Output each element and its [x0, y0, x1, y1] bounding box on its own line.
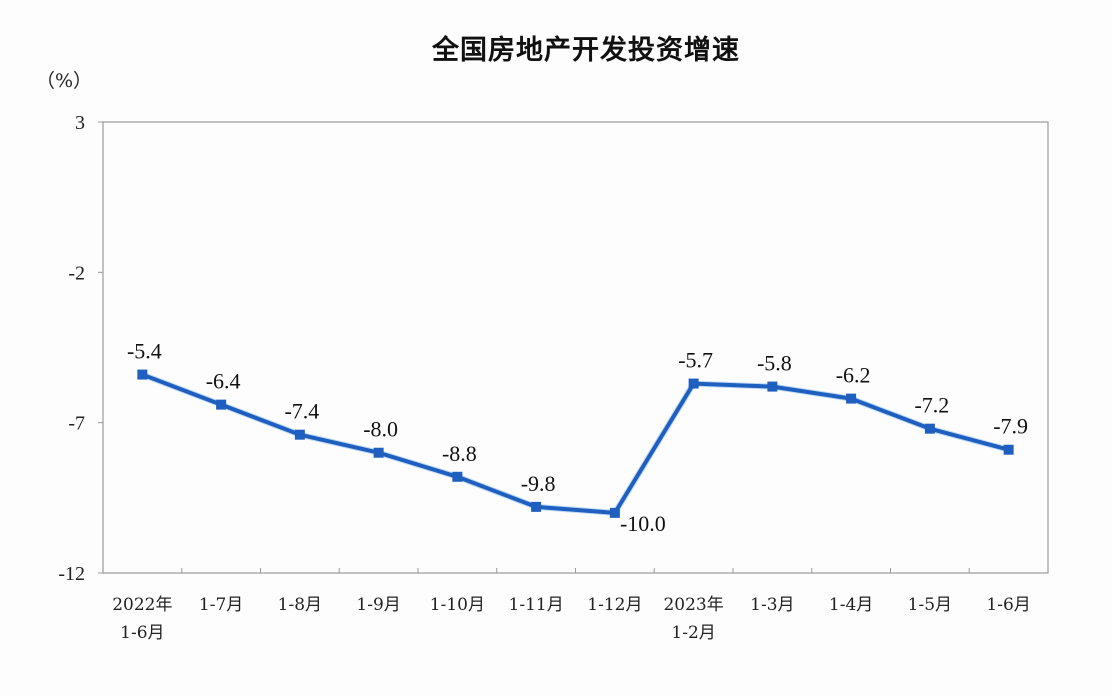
data-point-marker — [294, 429, 305, 440]
data-label: -7.2 — [914, 393, 949, 418]
data-point-marker — [846, 393, 857, 404]
data-label: -8.0 — [363, 417, 398, 442]
data-label: -5.7 — [678, 348, 713, 373]
data-label: -6.4 — [206, 369, 241, 394]
data-point-marker — [1003, 444, 1014, 455]
data-labels: -5.4 -6.4 -7.4 -8.0 -8.8 -9.8 -10.0 -5.7 -5.8 -6.… — [127, 339, 1028, 536]
x-tick-label: 1-6月 — [986, 595, 1030, 615]
data-label: -10.0 — [620, 511, 666, 536]
plot-area — [102, 121, 1049, 574]
data-point-marker — [688, 378, 699, 389]
x-tick-label: 2022年 — [112, 595, 172, 615]
plot-frame — [102, 121, 1049, 574]
data-label: -9.8 — [521, 471, 556, 496]
data-point-marker — [137, 369, 148, 380]
y-tick-label: 3 — [75, 112, 85, 134]
data-label: -5.8 — [757, 351, 792, 376]
data-point-marker — [373, 447, 384, 458]
data-label: -7.4 — [284, 399, 319, 424]
data-label: -6.2 — [836, 363, 871, 388]
x-tick-label: 1-3月 — [750, 595, 794, 615]
x-tick-label: 1-12月 — [587, 595, 642, 615]
data-point-marker — [924, 423, 935, 434]
data-point-marker — [767, 381, 778, 392]
data-point-marker — [609, 507, 620, 518]
x-tick-label: 1-10月 — [430, 595, 485, 615]
series-glow — [141, 371, 1010, 516]
data-label: -8.8 — [442, 441, 477, 466]
x-tick-label: 1-5月 — [908, 595, 952, 615]
data-point-marker — [452, 471, 463, 482]
data-label: -5.4 — [127, 339, 162, 364]
chart-title: 全国房地产开发投资增速 — [432, 35, 740, 66]
y-axis-unit-label: （%） — [36, 70, 93, 92]
x-tick-label: 2023年 — [663, 595, 723, 615]
y-tick-label: -12 — [58, 563, 85, 585]
data-point-marker — [216, 399, 227, 410]
x-tick-label: 1-9月 — [356, 595, 400, 615]
x-tick-label: 1-4月 — [829, 595, 873, 615]
x-tick-label: 1-2月 — [671, 623, 715, 643]
y-tick-label: -7 — [68, 413, 85, 435]
data-label: -7.9 — [993, 414, 1028, 439]
x-tick-label: 1-11月 — [509, 595, 564, 615]
data-series — [137, 369, 1014, 518]
y-axis-ticks: 3 -2 -7 -12 — [58, 112, 103, 585]
x-tick-label: 1-6月 — [120, 623, 164, 643]
data-point-marker — [531, 501, 542, 512]
series-line — [141, 372, 1010, 515]
x-axis-ticks: 2022年 1-6月 1-7月 1-8月 1-9月 1-10月 1-11月 1-12月 2023… — [112, 568, 1031, 643]
y-tick-label: -2 — [68, 262, 85, 284]
x-tick-label: 1-7月 — [199, 595, 243, 615]
x-tick-label: 1-8月 — [278, 595, 322, 615]
